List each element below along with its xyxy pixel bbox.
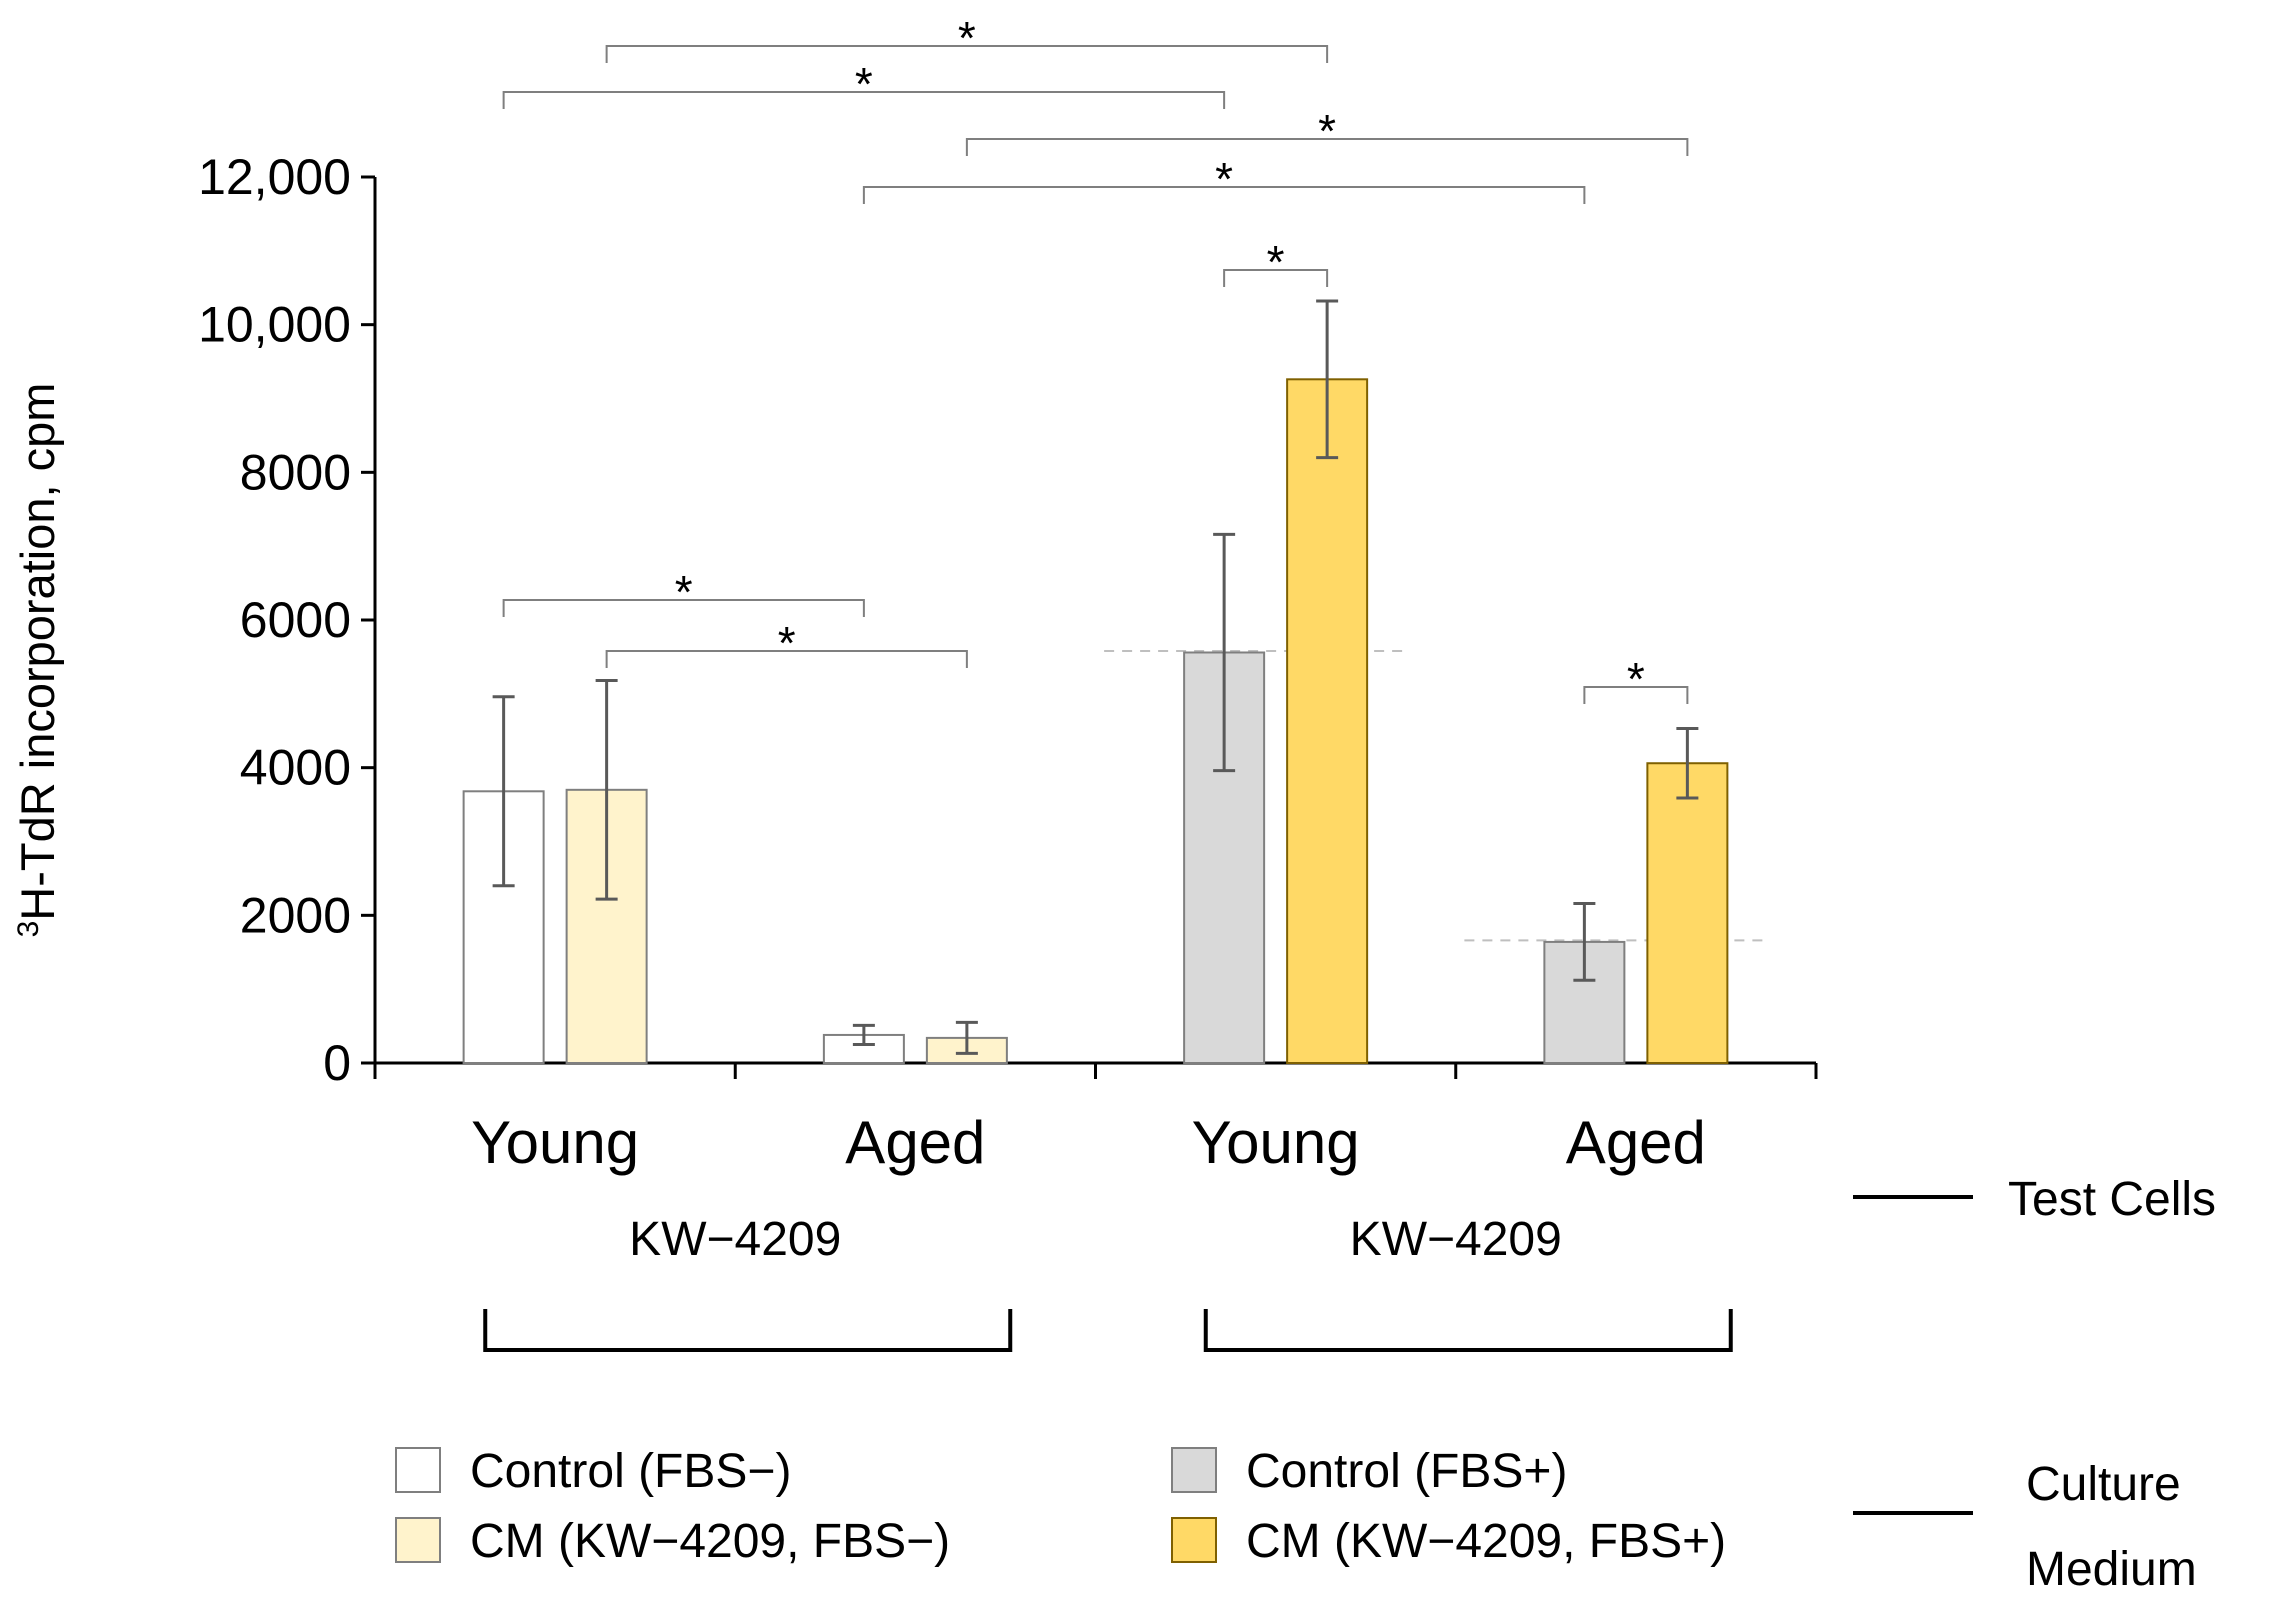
bar <box>1286 378 1369 1064</box>
x-category-label: Young <box>471 1109 639 1176</box>
culture-medium-label-line2: Medium <box>2026 1543 2197 1596</box>
legend-label: Control (FBS−) <box>470 1445 791 1498</box>
group-label: KW−4209 <box>629 1213 841 1266</box>
significance-star: * <box>1267 236 1285 288</box>
legend-swatch <box>1171 1447 1217 1493</box>
y-axis-label: 3H-TdR incorporation, cpm <box>11 383 64 938</box>
y-axis-label-superscript: 3 <box>12 921 45 938</box>
significance-star: * <box>675 566 693 618</box>
significance-star: * <box>1318 105 1336 157</box>
significance-bracket <box>502 91 1226 109</box>
y-tick-label: 2000 <box>240 887 351 943</box>
side-labels: Test Cells Culture Medium <box>1853 1173 2216 1596</box>
significance-star: * <box>1627 653 1645 705</box>
x-category-label: Young <box>1192 1109 1360 1176</box>
x-tick-labels: Young Aged Young Aged <box>471 1109 1706 1176</box>
legend-swatch <box>1171 1517 1217 1563</box>
significance-star: * <box>778 617 796 669</box>
legend: Control (FBS−) CM (KW−4209, FBS−) Control … <box>395 1445 1726 1568</box>
significance-bracket <box>502 599 865 617</box>
legend-label: CM (KW−4209, FBS+) <box>1246 1515 1726 1568</box>
group-bracket <box>483 1309 1013 1352</box>
significance-star: * <box>958 12 976 64</box>
legend-swatch <box>395 1517 441 1563</box>
significance-brackets: * * * * * * * * <box>502 12 1689 705</box>
y-tick-label: 10,000 <box>198 297 351 353</box>
significance-star: * <box>1215 153 1233 205</box>
group-label: KW−4209 <box>1350 1213 1562 1266</box>
significance-bracket <box>1223 269 1329 287</box>
legend-label: Control (FBS+) <box>1246 1445 1567 1498</box>
y-axis-label-text: H-TdR incorporation, cpm <box>11 383 64 921</box>
y-tick-label: 12,000 <box>198 149 351 205</box>
chart-axes: 0 2000 4000 6000 8000 10,000 12,000 <box>198 149 1818 1091</box>
y-tick-label: 0 <box>323 1035 351 1091</box>
culture-medium-label-line1: Culture <box>2026 1458 2181 1511</box>
legend-label: CM (KW−4209, FBS−) <box>470 1515 950 1568</box>
significance-bracket <box>605 45 1329 63</box>
y-tick-label: 4000 <box>240 740 351 796</box>
y-tick-label: 8000 <box>240 444 351 500</box>
x-category-label: Aged <box>1566 1109 1706 1176</box>
x-category-label: Aged <box>845 1109 985 1176</box>
error-bars <box>492 299 1699 1055</box>
significance-bracket <box>1583 686 1689 704</box>
group-bracket <box>1203 1309 1733 1352</box>
significance-bracket <box>605 650 968 668</box>
legend-swatch <box>395 1447 441 1493</box>
significance-bracket <box>862 186 1586 204</box>
bar <box>1646 762 1729 1065</box>
significance-bracket <box>965 138 1689 156</box>
significance-star: * <box>855 58 873 110</box>
test-cells-label: Test Cells <box>2008 1173 2216 1226</box>
y-tick-label: 6000 <box>240 592 351 648</box>
bars <box>462 378 1729 1065</box>
group-labels: KW−4209 KW−4209 <box>483 1213 1733 1352</box>
